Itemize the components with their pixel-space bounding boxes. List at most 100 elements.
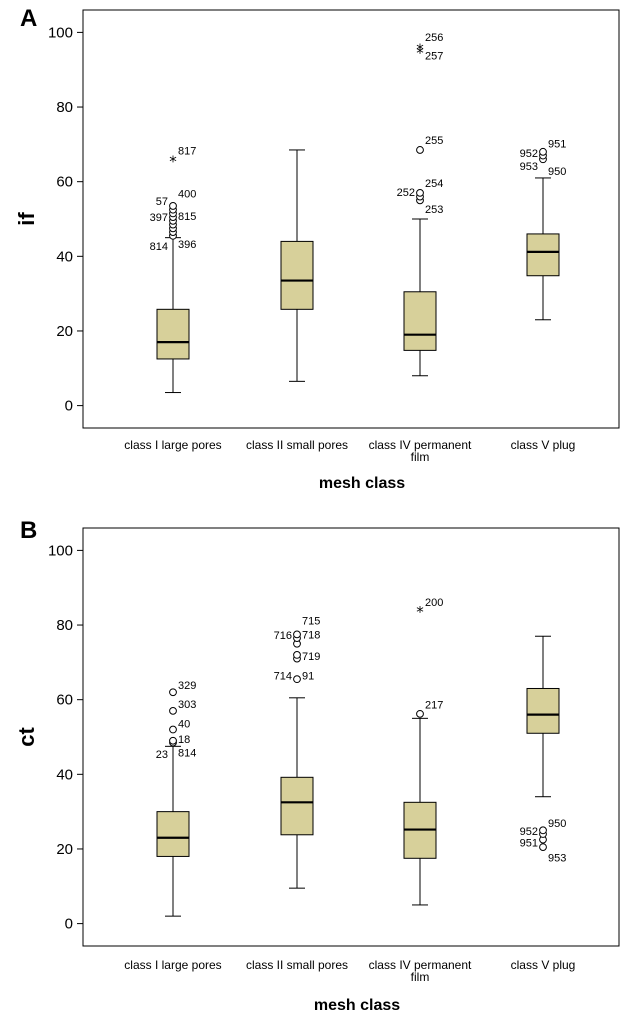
outlier-marker bbox=[293, 630, 301, 639]
outlier-case-label: 255 bbox=[425, 135, 443, 147]
panel-a-plot-frame bbox=[82, 9, 620, 429]
outlier-case-label: 950 bbox=[548, 818, 566, 830]
outlier-case-label: 217 bbox=[425, 700, 443, 712]
outlier-marker bbox=[416, 709, 424, 718]
y-tick-label: 0 bbox=[65, 398, 73, 415]
outlier-case-label: 951 bbox=[548, 139, 566, 151]
outlier-case-label: 200 bbox=[425, 597, 443, 609]
category-label: class V plug bbox=[511, 958, 576, 972]
outlier-marker bbox=[539, 147, 547, 156]
outlier-marker bbox=[169, 688, 177, 697]
outlier-marker bbox=[169, 725, 177, 734]
outlier-case-label: 952 bbox=[520, 826, 538, 838]
y-tick-label: 0 bbox=[65, 916, 73, 933]
extreme-outlier-marker: * bbox=[416, 44, 424, 62]
category-label: class II small pores bbox=[246, 438, 348, 452]
outlier-case-label: 815 bbox=[178, 211, 196, 223]
outlier-case-label: 951 bbox=[520, 838, 538, 850]
box-group: 329 303 40 18 23 814 bbox=[156, 680, 196, 917]
outlier-case-label: 253 bbox=[425, 204, 443, 216]
outlier-marker bbox=[169, 706, 177, 715]
outlier-marker bbox=[539, 826, 547, 835]
category-label: class I large pores bbox=[124, 438, 221, 452]
y-tick-label: 100 bbox=[48, 24, 73, 41]
category-label: film bbox=[411, 450, 430, 464]
outlier-case-label: 257 bbox=[425, 51, 443, 63]
iqr-box bbox=[156, 811, 190, 857]
y-tick-label: 40 bbox=[56, 248, 73, 265]
outlier-case-label: 57 bbox=[156, 196, 168, 208]
outlier-case-label: 814 bbox=[150, 241, 168, 253]
outlier-case-label: 718 bbox=[302, 629, 320, 641]
category-label: class IV permanent bbox=[369, 958, 472, 972]
category-label: class I large pores bbox=[124, 958, 221, 972]
category-label: class V plug bbox=[511, 438, 576, 452]
outlier-case-label: 953 bbox=[548, 853, 566, 865]
y-tick-label: 20 bbox=[56, 841, 73, 858]
extreme-outlier-marker: * bbox=[416, 603, 424, 621]
y-tick-label: 20 bbox=[56, 323, 73, 340]
panel-b-x-axis-title: mesh class bbox=[314, 997, 400, 1014]
box-group bbox=[280, 149, 314, 382]
iqr-box bbox=[280, 240, 314, 310]
panel-a-letter: A bbox=[20, 5, 37, 32]
outlier-case-label: 396 bbox=[178, 239, 196, 251]
box-group: **256 257 255 254 252 253 bbox=[397, 32, 443, 377]
panel-b-plot-frame bbox=[82, 527, 620, 947]
y-tick-label: 80 bbox=[56, 617, 73, 634]
y-tick-label: 80 bbox=[56, 99, 73, 116]
outlier-case-label: 952 bbox=[520, 148, 538, 160]
outlier-case-label: 950 bbox=[548, 166, 566, 178]
category-label: class IV permanent bbox=[369, 438, 472, 452]
y-tick-label: 60 bbox=[56, 174, 73, 191]
outlier-case-label: 252 bbox=[397, 187, 415, 199]
box-group: *200 217 bbox=[403, 597, 443, 906]
panel-b-category-labels: class I large pores class II small pores c… bbox=[124, 958, 575, 984]
iqr-box bbox=[526, 687, 560, 734]
iqr-box bbox=[280, 776, 314, 836]
panel-a-category-labels: class I large pores class II small pores c… bbox=[124, 438, 575, 464]
outlier-case-label: 397 bbox=[150, 212, 168, 224]
panel-b-boxes: 329 303 40 18 23 814 715 716 718 719 714 91 *200 217 9… bbox=[156, 597, 566, 917]
outlier-case-label: 256 bbox=[425, 32, 443, 44]
outlier-marker bbox=[169, 202, 177, 210]
outlier-case-label: 18 bbox=[178, 734, 190, 746]
outlier-case-label: 715 bbox=[302, 616, 320, 628]
y-tick-label: 100 bbox=[48, 542, 73, 559]
outlier-case-label: 400 bbox=[178, 189, 196, 201]
outlier-marker bbox=[416, 146, 424, 154]
outlier-case-label: 254 bbox=[425, 178, 443, 190]
iqr-box bbox=[526, 233, 560, 277]
iqr-box bbox=[156, 308, 190, 360]
outlier-case-label: 817 bbox=[178, 146, 196, 158]
outlier-case-label: 303 bbox=[178, 699, 196, 711]
panel-a-y-ticks: 0 20 40 60 80 100 bbox=[48, 24, 83, 415]
category-label: class II small pores bbox=[246, 958, 348, 972]
panel-b-letter: B bbox=[20, 517, 37, 544]
panel-a-y-axis-title: if bbox=[14, 212, 39, 226]
box-group: *817 400 57 397 815 814 396 bbox=[150, 146, 196, 394]
outlier-case-label: 814 bbox=[178, 747, 196, 759]
outlier-case-label: 23 bbox=[156, 749, 168, 761]
outlier-marker bbox=[416, 188, 424, 197]
y-tick-label: 40 bbox=[56, 766, 73, 783]
panel-a-x-axis-title: mesh class bbox=[319, 475, 405, 492]
outlier-marker bbox=[293, 650, 301, 659]
outlier-case-label: 714 bbox=[274, 670, 292, 682]
iqr-box bbox=[403, 291, 437, 351]
outlier-case-label: 953 bbox=[520, 161, 538, 173]
extreme-outlier-marker: * bbox=[169, 152, 177, 170]
category-label: film bbox=[411, 970, 430, 984]
box-group: 715 716 718 719 714 91 bbox=[274, 616, 320, 889]
outlier-case-label: 329 bbox=[178, 680, 196, 692]
panel-b-y-axis-title: ct bbox=[14, 727, 39, 747]
y-tick-label: 60 bbox=[56, 692, 73, 709]
outlier-marker bbox=[169, 736, 177, 745]
outlier-case-label: 91 bbox=[302, 670, 314, 682]
